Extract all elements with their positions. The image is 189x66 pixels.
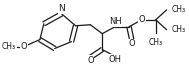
Text: O: O	[129, 39, 135, 48]
Text: N: N	[58, 4, 65, 13]
Text: O: O	[21, 42, 27, 51]
Text: O: O	[87, 56, 94, 65]
Text: O: O	[139, 15, 145, 24]
Text: OH: OH	[109, 55, 122, 64]
Text: CH₃: CH₃	[149, 38, 163, 47]
Text: CH₃: CH₃	[172, 25, 186, 34]
Text: NH: NH	[109, 17, 122, 26]
Text: CH₃: CH₃	[172, 5, 186, 14]
Text: CH₃: CH₃	[2, 42, 16, 51]
